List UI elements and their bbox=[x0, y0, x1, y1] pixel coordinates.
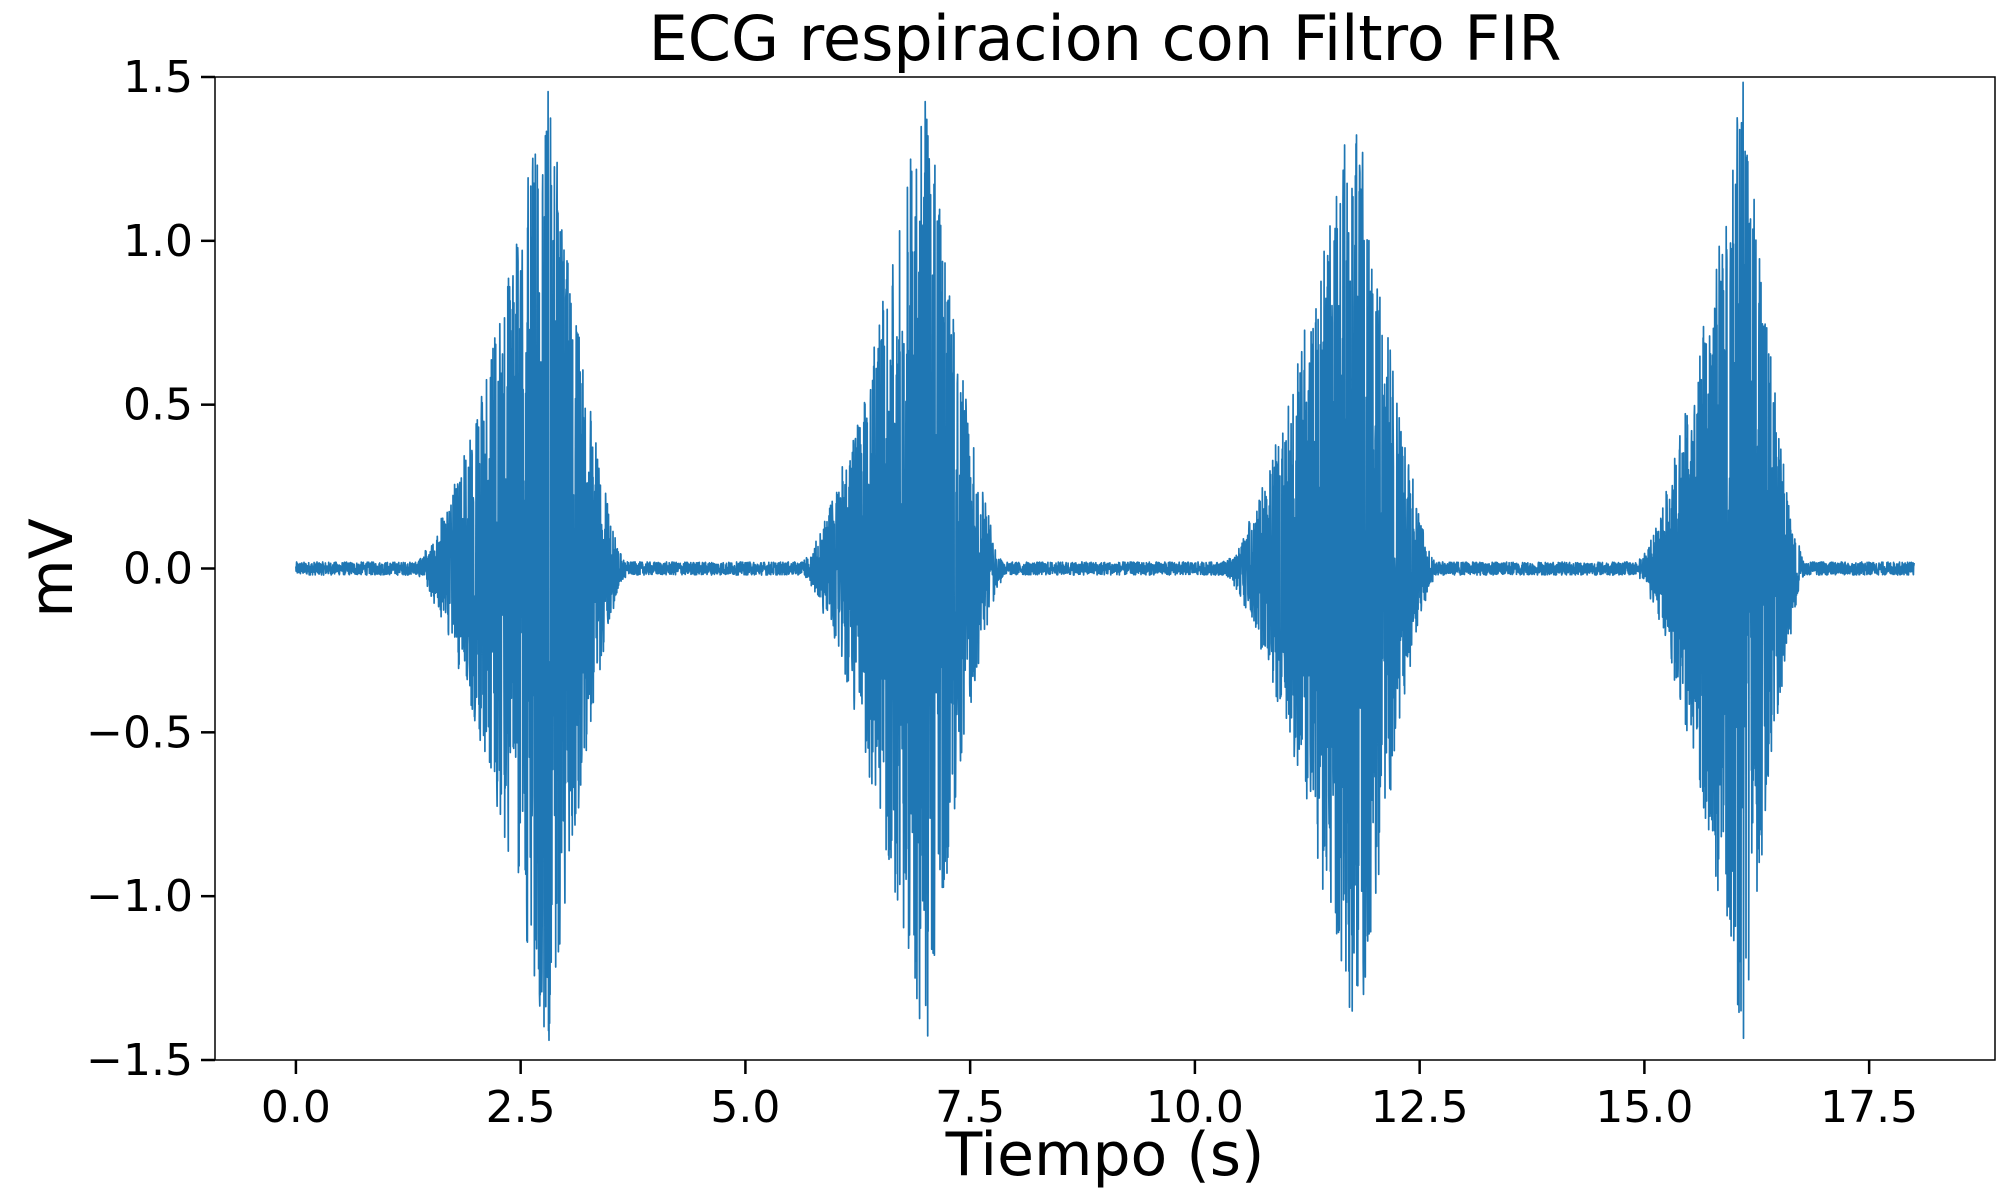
x-tick-label: 5.0 bbox=[710, 1082, 780, 1133]
ecg-signal-line bbox=[295, 81, 1915, 1042]
plot-area-frame bbox=[214, 76, 1996, 1061]
x-tick-label: 12.5 bbox=[1371, 1082, 1469, 1133]
y-tick-label: 0.0 bbox=[123, 544, 193, 595]
y-tick-label: 0.5 bbox=[123, 380, 193, 431]
x-tick-label: 10.0 bbox=[1146, 1082, 1244, 1133]
y-axis-title: mV bbox=[17, 518, 87, 618]
chart-title: ECG respiracion con Filtro FIR bbox=[649, 2, 1562, 75]
y-axis-ticks: 1.5 1.0 0.5 0.0 −0.5 −1.0 −1.5 bbox=[86, 52, 215, 1086]
y-tick-label: −1.0 bbox=[86, 871, 193, 922]
x-tick-label: 7.5 bbox=[935, 1082, 1005, 1133]
x-tick-label: 15.0 bbox=[1595, 1082, 1693, 1133]
y-tick-label: 1.0 bbox=[123, 216, 193, 267]
x-axis-ticks: 0.0 2.5 5.0 7.5 10.0 12.5 15.0 17.5 bbox=[261, 1060, 1918, 1133]
y-tick-label: −1.5 bbox=[86, 1035, 193, 1086]
y-tick-label: −0.5 bbox=[86, 707, 193, 758]
x-axis-title: Tiempo (s) bbox=[945, 1120, 1265, 1190]
x-tick-label: 0.0 bbox=[261, 1082, 331, 1133]
y-tick-label: 1.5 bbox=[123, 52, 193, 103]
x-tick-label: 2.5 bbox=[486, 1082, 556, 1133]
x-tick-label: 17.5 bbox=[1820, 1082, 1918, 1133]
